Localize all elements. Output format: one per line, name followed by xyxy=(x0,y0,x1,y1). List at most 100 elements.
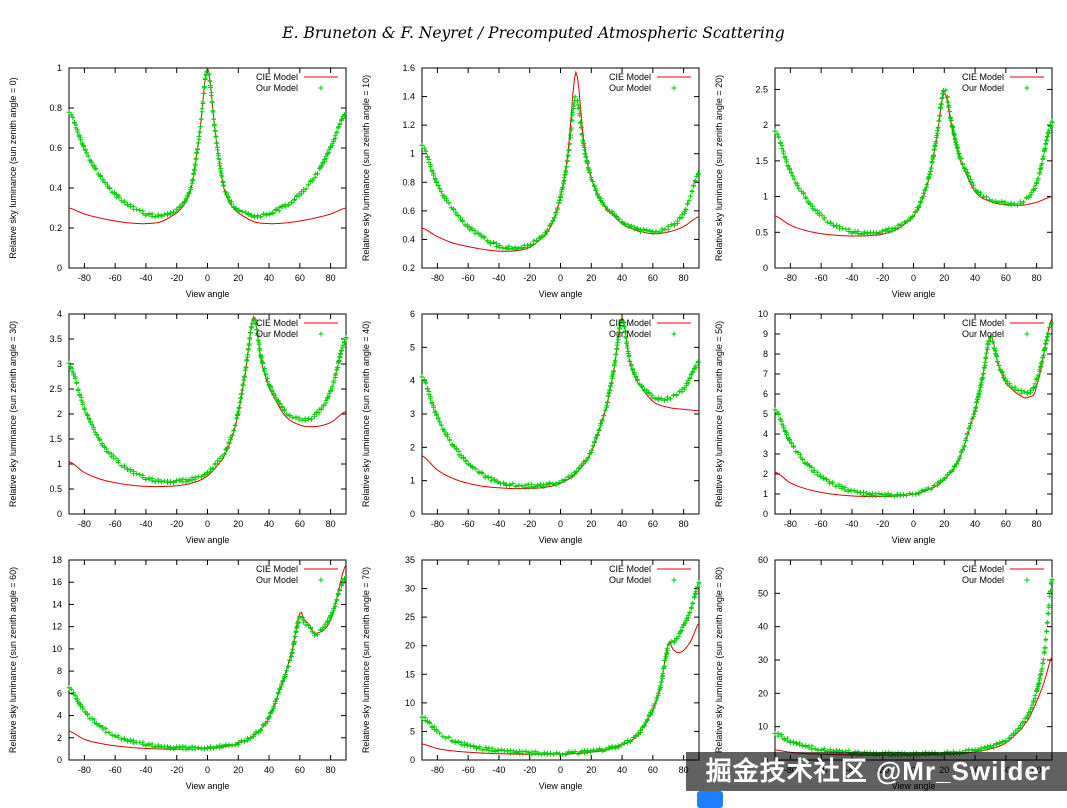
y-tick-label: 0.5 xyxy=(755,227,768,237)
y-tick-label: 0 xyxy=(57,755,62,765)
x-tick-label: 20 xyxy=(939,519,949,529)
tick-labels: -80 -60 -40 -20 0 20 40 60 80 0.2 0.4 0.6 0.8 1 1.2 1.4… xyxy=(402,63,688,283)
y-tick-label: 0.8 xyxy=(49,103,62,113)
plot-border xyxy=(774,313,1053,515)
x-tick-label: -80 xyxy=(784,519,797,529)
y-tick-label: 0.2 xyxy=(49,223,62,233)
x-tick-label: 60 xyxy=(648,765,658,775)
legend-label: CIE Model xyxy=(609,564,651,574)
y-axis-label: Relative sky luminance (sun zenith angle… xyxy=(361,75,371,261)
legend-label: CIE Model xyxy=(256,318,298,328)
y-tick-label: 5 xyxy=(410,726,415,736)
y-tick-label: 2.5 xyxy=(49,384,62,394)
y-axis-label: Relative sky luminance (sun zenith angle… xyxy=(361,567,371,753)
x-tick-label: -40 xyxy=(492,273,505,283)
y-tick-label: 30 xyxy=(405,584,415,594)
y-tick-label: 1.6 xyxy=(402,63,415,73)
y-tick-label: 2 xyxy=(763,469,768,479)
cie-model-line xyxy=(68,66,347,225)
axis-ticks xyxy=(422,559,699,761)
y-tick-label: 2 xyxy=(763,120,768,130)
y-tick-label: 0 xyxy=(57,509,62,519)
x-tick-label: 20 xyxy=(939,273,949,283)
legend-label: CIE Model xyxy=(962,318,1004,328)
legend-point-sample-icon xyxy=(671,85,677,91)
x-tick-label: 40 xyxy=(617,273,627,283)
y-axis-label: Relative sky luminance (sun zenith angle… xyxy=(361,321,371,507)
x-tick-label: -60 xyxy=(109,519,122,529)
y-tick-label: 2 xyxy=(57,409,62,419)
x-tick-label: 60 xyxy=(295,765,305,775)
x-tick-label: 20 xyxy=(233,273,243,283)
legend-label: Our Model xyxy=(609,575,651,585)
watermark: 掘金技术社区 @Mr_Swilder xyxy=(685,752,1067,791)
cie-model-line xyxy=(774,91,1053,237)
tick-labels: -80 -60 -40 -20 0 20 40 60 80 0 0.2 0.4 0.6 0.8 1 xyxy=(49,63,335,283)
legend-point-sample-icon xyxy=(671,331,677,337)
y-tick-label: 6 xyxy=(57,688,62,698)
legend-point-sample-icon xyxy=(671,577,677,583)
chart-canvas: -80 -60 -40 -20 0 20 40 60 80 0 5 10 15 20 25 30 35 View … xyxy=(361,555,702,791)
x-tick-label: 80 xyxy=(1032,273,1042,283)
axis-ticks xyxy=(422,313,699,515)
chart-sun-zenith-40: -80 -60 -40 -20 0 20 40 60 80 0 1 2 3 4 5 6 View angle Re… xyxy=(358,304,711,550)
y-tick-label: 5 xyxy=(410,342,415,352)
y-tick-label: 0 xyxy=(763,509,768,519)
plot-border xyxy=(421,559,700,761)
x-tick-label: 60 xyxy=(648,273,658,283)
plot-border xyxy=(421,67,700,269)
legend-label: Our Model xyxy=(256,83,298,93)
y-tick-label: 1 xyxy=(410,149,415,159)
x-axis-label: View angle xyxy=(892,289,936,299)
chart-canvas: -80 -60 -40 -20 0 20 40 60 80 0 2 4 6 8 10 12 14 16 18 View… xyxy=(8,555,347,791)
y-tick-label: 4 xyxy=(410,376,415,386)
legend-point-sample-icon xyxy=(1024,331,1030,337)
chart-sun-zenith-60: -80 -60 -40 -20 0 20 40 60 80 0 2 4 6 8 10 12 14 16 18 View… xyxy=(5,550,358,796)
x-tick-label: 20 xyxy=(233,765,243,775)
y-tick-label: 2 xyxy=(57,733,62,743)
chart-canvas: -80 -60 -40 -20 0 20 40 60 80 0 0.5 1 1.5 2 2.5 3 3.5 4 Vi… xyxy=(8,309,349,545)
legend-label: CIE Model xyxy=(609,318,651,328)
legend-point-sample-icon xyxy=(318,577,324,583)
y-tick-label: 3 xyxy=(763,449,768,459)
y-tick-label: 0.4 xyxy=(49,183,62,193)
y-tick-label: 0.2 xyxy=(402,263,415,273)
chart-sun-zenith-70: -80 -60 -40 -20 0 20 40 60 80 0 5 10 15 20 25 30 35 View … xyxy=(358,550,711,796)
x-tick-label: -60 xyxy=(109,273,122,283)
our-model-points xyxy=(66,69,347,220)
legend-label: Our Model xyxy=(256,329,298,339)
x-tick-label: -40 xyxy=(139,765,152,775)
y-axis-label: Relative sky luminance (sun zenith angle… xyxy=(714,75,724,261)
tick-labels: -80 -60 -40 -20 0 20 40 60 80 0 2 4 6 8 10 12 14 16 18 xyxy=(52,555,336,775)
axis-ticks xyxy=(69,67,346,269)
chart-canvas: -80 -60 -40 -20 0 20 40 60 80 0 0.2 0.4 0.6 0.8 1 View … xyxy=(8,63,347,299)
legend-label: Our Model xyxy=(609,329,651,339)
legend-label: Our Model xyxy=(962,329,1004,339)
x-tick-label: 40 xyxy=(264,519,274,529)
tick-labels: -80 -60 -40 -20 0 20 40 60 80 0 1 2 3 4 5 6 xyxy=(410,309,689,529)
x-tick-label: -60 xyxy=(815,273,828,283)
charts-grid: -80 -60 -40 -20 0 20 40 60 80 0 0.2 0.4 0.6 0.8 1 View … xyxy=(5,58,1064,796)
y-axis-label: Relative sky luminance (sun zenith angle… xyxy=(714,567,724,753)
cie-model-line xyxy=(421,315,700,490)
x-axis-label: View angle xyxy=(539,535,583,545)
y-tick-label: 10 xyxy=(758,309,768,319)
y-tick-label: 15 xyxy=(405,669,415,679)
our-model-points xyxy=(66,316,349,486)
y-tick-label: 0 xyxy=(410,509,415,519)
y-tick-label: 1.5 xyxy=(49,434,62,444)
y-tick-label: 0 xyxy=(410,755,415,765)
chart-sun-zenith-50: -80 -60 -40 -20 0 20 40 60 80 0 1 2 3 4 5 6 7 8 9 10 View an… xyxy=(711,304,1064,550)
x-tick-label: -60 xyxy=(462,273,475,283)
x-tick-label: 0 xyxy=(205,765,210,775)
y-tick-label: 8 xyxy=(763,349,768,359)
cie-model-line xyxy=(774,656,1053,756)
y-axis-label: Relative sky luminance (sun zenith angle… xyxy=(8,77,18,258)
x-tick-label: -20 xyxy=(523,765,536,775)
x-tick-label: 0 xyxy=(911,273,916,283)
x-tick-label: -40 xyxy=(139,273,152,283)
